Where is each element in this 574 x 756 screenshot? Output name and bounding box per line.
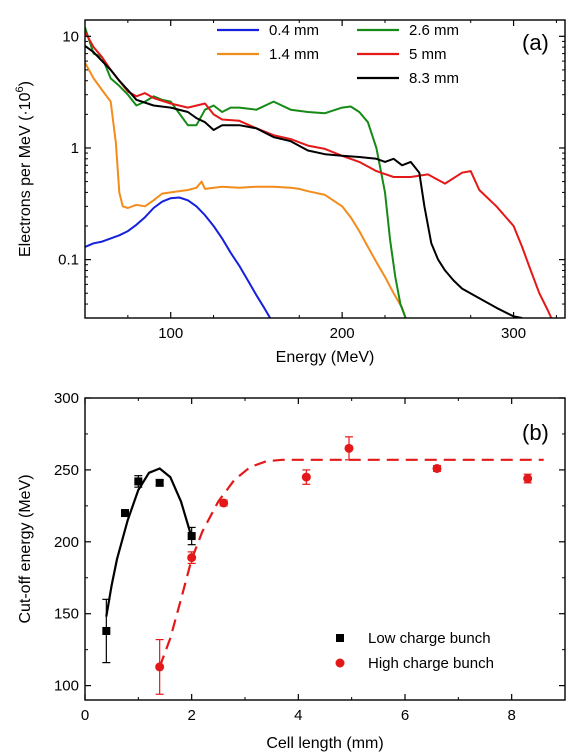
panel-a-y-axis-title-close: )	[17, 81, 34, 86]
data-point-high-charge-bunch	[301, 472, 311, 482]
panel-b-legend: Low charge bunch High charge bunch	[335, 630, 494, 672]
data-point-high-charge-bunch	[523, 474, 533, 484]
panel-b-tag: (b)	[522, 420, 549, 445]
series-line-0-4-mm	[85, 196, 271, 318]
panel-b-cutoff-energy: 0 2 4 6 8 100 150 200 250 300 (b) Cell length (mm…	[17, 390, 566, 752]
data-point-high-charge-bunch	[187, 553, 197, 563]
x-tick-label: 300	[501, 325, 526, 342]
fit-curve-low-charge-bunch	[105, 467, 193, 617]
data-point-high-charge-bunch	[344, 443, 354, 453]
panel-b-fit-curves	[105, 458, 544, 668]
panel-a-frame	[84, 19, 566, 319]
y-tick-label: 300	[54, 390, 79, 407]
data-point-high-charge-bunch	[219, 498, 229, 508]
data-point-low-charge-bunch	[121, 509, 129, 518]
panel-a-energy-spectra: 100 200 300 0.1 1 10 (a) Energy (MeV) Electro…	[14, 19, 566, 366]
panel-a-y-axis-title-base: ·10	[17, 92, 34, 115]
data-point-low-charge-bunch	[155, 478, 164, 487]
panel-a-tag: (a)	[522, 30, 549, 55]
x-tick-label: 4	[294, 707, 302, 724]
x-tick-label: 2	[187, 707, 195, 724]
legend-label-low-charge-bunch: Low charge bunch	[368, 630, 491, 647]
legend-label-0-4-mm: 0.4 mm	[269, 22, 319, 39]
series-line-5-mm	[85, 31, 553, 318]
x-tick-label: 0	[81, 707, 89, 724]
series-line-2-6-mm	[85, 27, 407, 318]
panel-a-y-axis-title: Electrons per MeV (·106)	[14, 81, 34, 257]
y-tick-label: 1	[71, 140, 79, 157]
legend-label-8-3-mm: 8.3 mm	[409, 70, 459, 87]
fit-curve-high-charge-bunch	[158, 458, 544, 668]
y-tick-label: 150	[54, 606, 79, 623]
panel-b-frame	[84, 397, 566, 701]
legend-marker-low-charge-bunch	[336, 634, 344, 642]
data-point-low-charge-bunch	[102, 626, 111, 635]
legend-label-high-charge-bunch: High charge bunch	[368, 655, 494, 672]
panel-a-x-axis-title: Energy (MeV)	[276, 349, 375, 366]
x-tick-label: 200	[330, 325, 355, 342]
panel-a-series-lines	[85, 27, 553, 318]
panel-b-axes: 0 2 4 6 8 100 150 200 250 300	[54, 390, 565, 724]
series-line-8-3-mm	[85, 45, 523, 318]
data-point-low-charge-bunch	[187, 532, 196, 541]
x-tick-label: 100	[158, 325, 183, 342]
y-tick-label: 10	[62, 28, 79, 45]
series-line-1-4-mm	[85, 62, 407, 318]
panel-a-axes: 100 200 300 0.1 1 10	[58, 20, 565, 342]
data-point-low-charge-bunch	[134, 477, 143, 486]
data-point-high-charge-bunch	[432, 463, 442, 473]
y-tick-label: 0.1	[58, 252, 79, 269]
y-tick-label: 200	[54, 534, 79, 551]
y-tick-label: 100	[54, 678, 79, 695]
x-tick-label: 8	[507, 707, 515, 724]
legend-label-1-4-mm: 1.4 mm	[269, 46, 319, 63]
panel-b-y-axis-title: Cut-off energy (MeV)	[17, 474, 34, 623]
panel-a-legend: 0.4 mm 1.4 mm 2.6 mm 5 mm 8.3 mm	[217, 22, 459, 87]
panel-a-y-axis-title-exp: 6	[14, 86, 26, 92]
legend-label-2-6-mm: 2.6 mm	[409, 22, 459, 39]
panel-a-y-axis-title-main: Electrons per MeV (	[17, 115, 34, 257]
x-tick-label: 6	[401, 707, 409, 724]
panel-b-x-axis-title: Cell length (mm)	[266, 735, 383, 752]
data-point-high-charge-bunch	[155, 662, 165, 672]
legend-marker-high-charge-bunch	[335, 658, 345, 668]
y-tick-label: 250	[54, 462, 79, 479]
panel-b-data-points	[102, 436, 533, 695]
legend-label-5-mm: 5 mm	[409, 46, 447, 63]
